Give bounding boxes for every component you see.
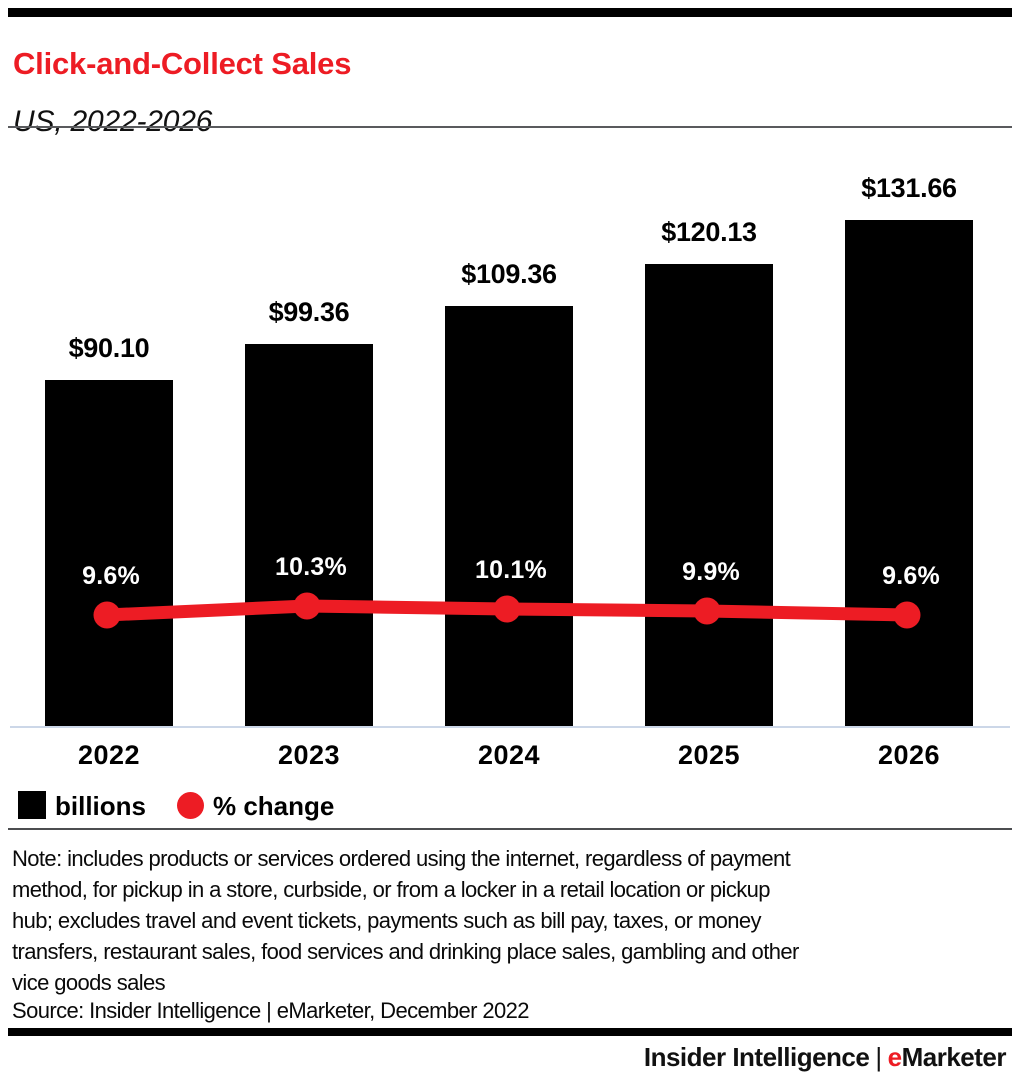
chart-subtitle: US, 2022-2026	[13, 104, 213, 138]
bar-value-label: $109.36	[461, 259, 557, 289]
footer-brand-e: e	[887, 1042, 902, 1072]
footer-black-bar	[8, 1028, 1012, 1036]
top-black-bar	[8, 8, 1012, 17]
note-line: method, for pickup in a store, curbside,…	[12, 877, 771, 902]
pct-change-dot	[293, 592, 321, 620]
footer-brand: Insider Intelligence | eMarketer	[643, 1042, 1007, 1073]
pct-change-swatch-icon	[177, 792, 204, 819]
bar-2026	[845, 220, 973, 726]
pct-change-dot	[93, 601, 121, 629]
legend-divider	[8, 828, 1012, 830]
title-divider	[8, 126, 1012, 128]
note-line: Note: includes products or services orde…	[12, 846, 791, 871]
page-title: Click-and-Collect Sales	[13, 45, 352, 81]
legend-label-pct-change: % change	[213, 791, 335, 821]
x-axis-line	[10, 726, 1010, 728]
pct-change-label: 9.6%	[82, 562, 140, 590]
footer-brand-insider: Insider Intelligence	[643, 1042, 870, 1072]
pct-change-label: 10.3%	[275, 553, 347, 581]
billions-swatch-icon	[18, 791, 46, 819]
x-tick-label: 2025	[677, 740, 741, 770]
pct-change-dot	[693, 597, 721, 625]
legend-label-billions: billions	[55, 791, 146, 821]
x-tick-label: 2026	[877, 740, 941, 770]
chart-note: Note: includes products or services orde…	[12, 843, 1012, 998]
note-line: vice goods sales	[12, 970, 166, 995]
x-tick-label: 2022	[77, 740, 141, 770]
note-line: transfers, restaurant sales, food servic…	[12, 939, 799, 964]
bar-value-label: $99.36	[268, 297, 350, 327]
pct-change-label: 9.6%	[882, 562, 940, 590]
pct-change-label: 10.1%	[475, 556, 547, 584]
footer-brand-marketer: Marketer	[901, 1042, 1007, 1072]
pct-change-line	[93, 592, 921, 629]
note-line: hub; excludes travel and event tickets, …	[12, 908, 762, 933]
bar-2023	[245, 344, 373, 726]
bar-2024	[445, 306, 573, 726]
pct-change-label: 9.9%	[682, 558, 740, 586]
bar-2022	[45, 380, 173, 726]
bar-value-label: $131.66	[861, 173, 957, 203]
bar-value-label: $120.13	[661, 217, 757, 247]
x-tick-label: 2023	[277, 740, 341, 770]
footer-separator: |	[875, 1042, 882, 1072]
bar-value-label: $90.10	[68, 333, 150, 363]
pct-change-dot	[493, 595, 521, 623]
pct-change-dot	[893, 601, 921, 629]
bar-2025	[645, 264, 773, 726]
bar-line-chart: $90.10 9.6% 2022 $99.36 10.3% 2023 $109.36 10.1…	[45, 173, 973, 770]
x-tick-label: 2024	[477, 740, 541, 770]
chart-source: Source: Insider Intelligence | eMarketer…	[12, 998, 530, 1023]
